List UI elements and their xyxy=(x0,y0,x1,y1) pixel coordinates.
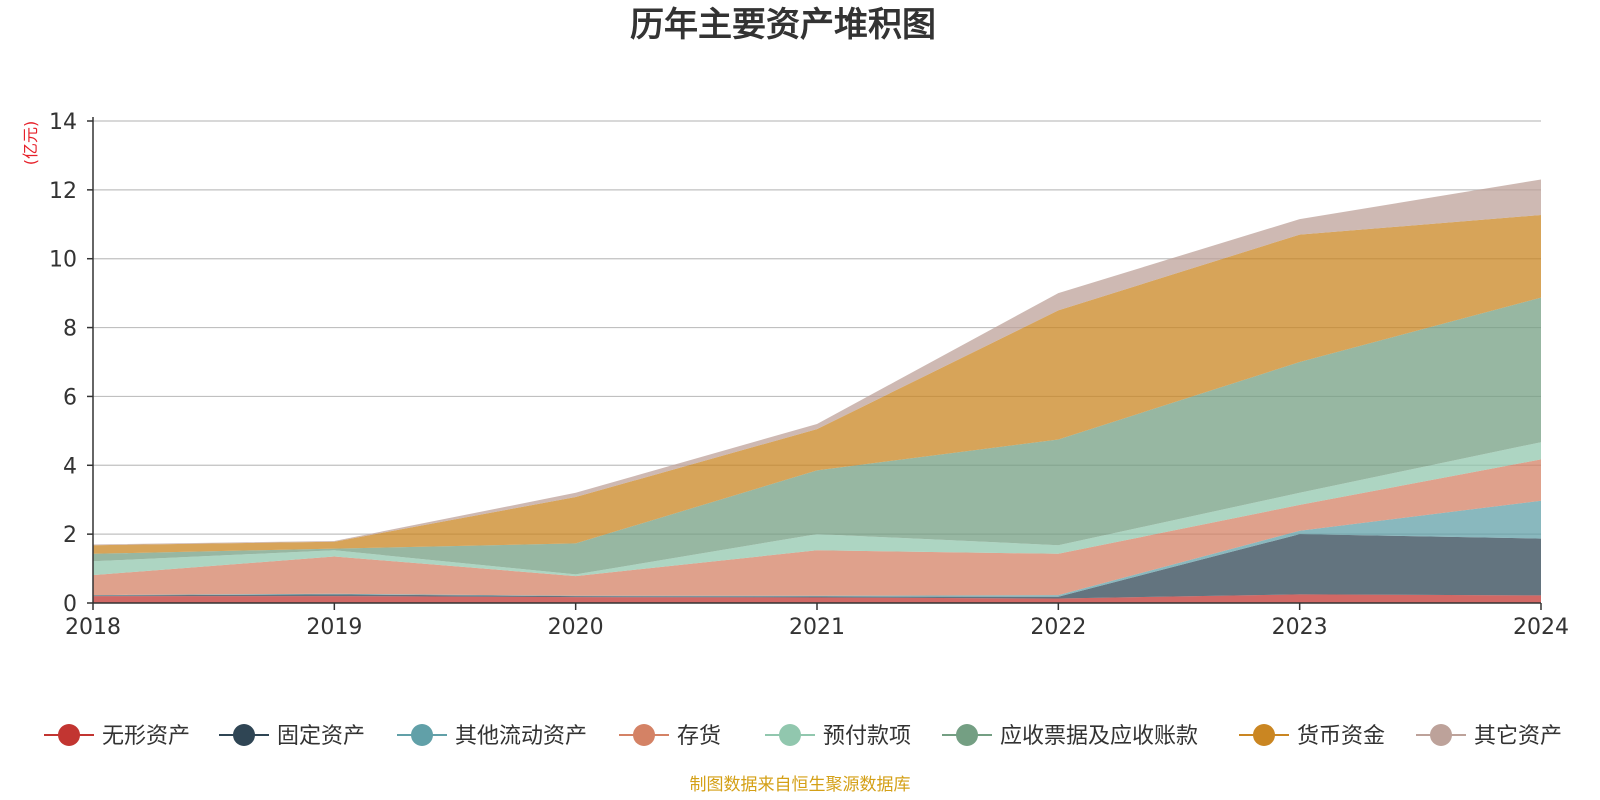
legend-circle-marker xyxy=(956,724,978,746)
legend-item[interactable]: 存货 xyxy=(619,724,721,749)
legend-label: 货币资金 xyxy=(1297,724,1385,749)
x-tick-label: 2021 xyxy=(789,615,845,640)
y-tick-label: 8 xyxy=(63,317,77,342)
y-tick-label: 4 xyxy=(63,454,77,479)
area-series-1[interactable] xyxy=(93,594,1541,603)
legend-item[interactable]: 预付款项 xyxy=(765,724,911,749)
y-tick-label: 10 xyxy=(49,248,77,273)
legend-circle-marker xyxy=(633,724,655,746)
legend-label: 固定资产 xyxy=(277,724,365,749)
x-tick-label: 2024 xyxy=(1513,615,1569,640)
legend-circle-marker xyxy=(779,724,801,746)
legend-item[interactable]: 无形资产 xyxy=(44,724,190,749)
legend-circle-marker xyxy=(1430,724,1452,746)
area-series-2[interactable] xyxy=(93,534,1541,599)
legend-circle-marker xyxy=(58,724,80,746)
y-axis-unit-label: (亿元) xyxy=(21,121,40,166)
x-tick-label: 2023 xyxy=(1272,615,1328,640)
legend-item[interactable]: 其他流动资产 xyxy=(397,724,587,749)
legend-item[interactable]: 固定资产 xyxy=(219,724,365,749)
data-source-note: 制图数据来自恒生聚源数据库 xyxy=(690,775,911,795)
x-tick-label: 2020 xyxy=(548,615,604,640)
legend-label: 应收票据及应收账款 xyxy=(1000,724,1198,749)
y-tick-label: 6 xyxy=(63,385,77,410)
area-series-5[interactable] xyxy=(93,442,1541,577)
chart-title: 历年主要资产堆积图 xyxy=(630,5,936,45)
legend-item[interactable]: 其它资产 xyxy=(1416,724,1562,749)
x-tick-label: 2019 xyxy=(306,615,362,640)
legend[interactable]: 无形资产 固定资产 其他流动资产 存货 预付款项 应收票据及应收账款 货币资金 其它资产 xyxy=(44,724,1562,749)
area-series-8[interactable] xyxy=(93,179,1541,546)
legend-circle-marker xyxy=(411,724,433,746)
x-tick-label: 2018 xyxy=(65,615,121,640)
legend-circle-marker xyxy=(1253,724,1275,746)
legend-circle-marker xyxy=(233,724,255,746)
y-tick-label: 2 xyxy=(63,523,77,548)
legend-label: 存货 xyxy=(677,724,721,749)
grid-lines xyxy=(93,120,1541,535)
area-series-7[interactable] xyxy=(93,215,1541,554)
x-tick-label: 2022 xyxy=(1030,615,1086,640)
area-series-4[interactable] xyxy=(93,459,1541,596)
y-tick-label: 0 xyxy=(63,592,77,617)
area-series-6[interactable] xyxy=(93,297,1541,575)
legend-label: 其它资产 xyxy=(1474,724,1562,749)
y-tick-label: 14 xyxy=(49,110,77,135)
y-tick-label: 12 xyxy=(49,179,77,204)
legend-item[interactable]: 货币资金 xyxy=(1239,724,1385,749)
area-series-group xyxy=(93,179,1541,603)
axes: 0 2 4 6 8 10 12 14 2018 2019 2020 2021 2022 2023 2024 xyxy=(49,110,1569,640)
legend-label: 其他流动资产 xyxy=(455,724,587,749)
legend-label: 无形资产 xyxy=(102,724,190,749)
legend-label: 预付款项 xyxy=(823,724,911,749)
legend-item[interactable]: 应收票据及应收账款 xyxy=(942,724,1198,749)
